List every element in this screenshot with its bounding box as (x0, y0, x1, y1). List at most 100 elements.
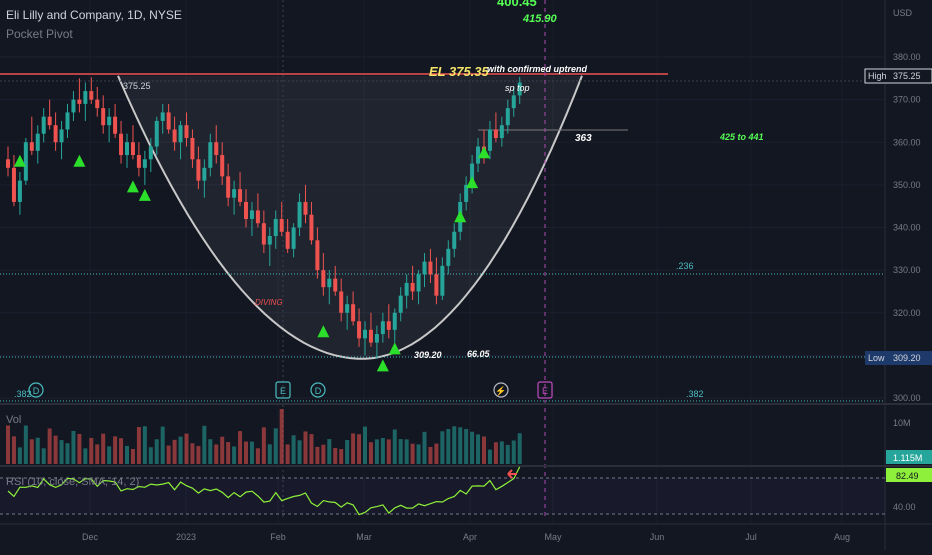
event-marker-earnings-1[interactable]: E (275, 381, 291, 399)
candle-body (487, 129, 492, 151)
price-tick-label: 320.00 (893, 308, 921, 318)
price-tick-label: 360.00 (893, 137, 921, 147)
candle-body (249, 210, 254, 219)
annotation-low: 309.20 (414, 350, 442, 360)
candle-body (273, 218, 278, 237)
volume-bar (208, 439, 213, 464)
annotation-el-price: EL 375.35 (429, 64, 490, 79)
annotation-fib-382-left: .382 (14, 389, 32, 399)
volume-bar (17, 447, 22, 464)
event-marker-letter: E (542, 386, 548, 396)
volume-bar (386, 439, 391, 464)
annotation-fib-382-right: .382 (686, 389, 704, 399)
candle-body (160, 112, 165, 121)
event-marker-dividend-1[interactable]: D (28, 382, 44, 398)
volume-bar (101, 433, 106, 464)
volume-bar (136, 427, 141, 464)
candle-body (410, 282, 415, 292)
candle-body (267, 236, 272, 245)
indicator-name[interactable]: Pocket Pivot (6, 27, 73, 41)
pocket-pivot-signal (388, 342, 401, 355)
volume-bar (11, 436, 16, 464)
time-tick-label: Aug (834, 532, 850, 542)
volume-bar (476, 434, 481, 464)
price-tick-label: 370.00 (893, 95, 921, 105)
volume-bar (410, 443, 415, 464)
cup-pattern-curve (117, 75, 583, 360)
volume-bar (398, 439, 403, 464)
candle-body (333, 278, 338, 292)
candle-body (446, 248, 451, 266)
chart-symbol-title[interactable]: Eli Lilly and Company, 1D, NYSE (6, 8, 182, 22)
price-tick-label: 380.00 (893, 52, 921, 62)
price-axis-currency: USD (893, 8, 913, 18)
volume-bar (130, 449, 135, 464)
time-tick-label: May (544, 532, 562, 542)
candle-body (119, 133, 124, 156)
pocket-pivot-signal (126, 180, 139, 193)
volume-bar (482, 436, 486, 464)
annotation-days: 66.05 (467, 349, 491, 359)
time-tick-label: Mar (356, 532, 372, 542)
volume-bar (35, 437, 40, 464)
time-tick-label: 2023 (176, 532, 196, 542)
volume-bar (244, 441, 248, 464)
volume-bar (232, 446, 237, 464)
candle-body (196, 159, 201, 181)
candle-body (89, 91, 94, 100)
annotation-target-high: 415.90 (522, 13, 558, 25)
candle-body (47, 116, 52, 126)
candle-body (11, 167, 16, 202)
candle-body (6, 159, 10, 168)
time-tick-label: Jun (650, 532, 665, 542)
volume-bar (333, 448, 338, 464)
candle-body (35, 133, 40, 151)
volume-bar (380, 437, 385, 464)
volume-bar (351, 433, 356, 464)
candle-body (285, 231, 290, 249)
volume-bar (29, 439, 34, 464)
candle-body (142, 159, 147, 168)
volume-bar (273, 428, 278, 464)
candle-body (77, 99, 82, 104)
volume-bar (458, 427, 463, 464)
volume-bar (363, 426, 367, 464)
rsi-line (7, 466, 521, 516)
candle-body (178, 125, 183, 143)
volume-bar (511, 440, 516, 464)
candle-body (499, 125, 504, 138)
volume-bar (321, 444, 326, 464)
candle-body (107, 116, 112, 126)
volume-bar (505, 444, 510, 464)
annotation-range-note: 425 to 441 (719, 132, 764, 142)
price-tick-label: 350.00 (893, 180, 921, 190)
candle-body (59, 129, 64, 143)
volume-bar (428, 446, 433, 464)
volume-bar (89, 437, 94, 464)
volume-bar (517, 433, 522, 464)
rsi-last-value: 82.49 (896, 471, 919, 481)
volume-bar (261, 427, 266, 464)
volume-bar (404, 439, 409, 464)
candle-body (226, 176, 231, 198)
candle-body (53, 125, 58, 143)
candle-body (261, 223, 266, 245)
candle-body (380, 321, 385, 335)
candle-body (357, 321, 362, 339)
event-marker-split[interactable]: ⚡ (493, 382, 509, 398)
candle-body (220, 155, 225, 177)
candle-body (511, 95, 516, 109)
event-marker-earnings-2[interactable]: E (537, 381, 553, 399)
rsi-axis-tick: 40.00 (893, 502, 916, 512)
pocket-pivot-signal (466, 176, 479, 189)
volume-bar (309, 434, 314, 464)
volume-bar (303, 431, 308, 464)
volume-bar (172, 439, 177, 464)
volume-bar (220, 436, 225, 464)
volume-bar (196, 446, 201, 464)
event-marker-dividend-2[interactable]: D (310, 382, 326, 398)
annotation-top-cut: 400.45 (497, 0, 537, 9)
candle-body (363, 329, 367, 339)
candle-body (279, 218, 284, 232)
